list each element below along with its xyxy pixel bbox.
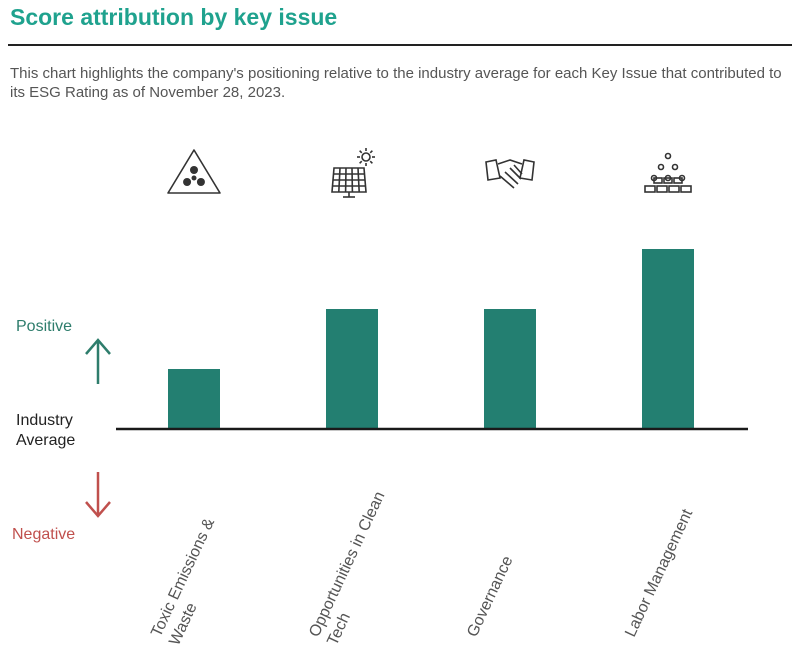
title-divider (8, 44, 792, 46)
bar-group (168, 249, 694, 429)
negative-label: Negative (12, 526, 75, 543)
up-arrow-icon (85, 338, 111, 384)
bar-3 (642, 249, 694, 429)
category-label-0: Toxic Emissions &Waste (148, 515, 218, 648)
baseline-label-line2: Average (16, 432, 75, 449)
category-label-2: Governance (464, 553, 516, 639)
org-hierarchy-icon (644, 152, 692, 193)
bar-1 (326, 309, 378, 429)
positive-label: Positive (16, 318, 72, 335)
category-label-line1: Labor Management (622, 506, 696, 639)
bar-0 (168, 369, 220, 429)
solar-panel-icon (331, 148, 375, 198)
down-arrow-icon (85, 472, 111, 518)
bar-2 (484, 309, 536, 429)
category-label-3: Labor Management (622, 506, 696, 639)
radiation-hazard-icon (167, 149, 221, 194)
chart-title: Score attribution by key issue (10, 4, 338, 30)
category-labels: Toxic Emissions &Waste Opportunities in C… (148, 489, 696, 648)
baseline-label-line1: Industry (16, 412, 73, 429)
category-label-line1: Governance (464, 553, 516, 639)
icon-row (167, 148, 692, 198)
chart-subtitle: This chart highlights the company's posi… (10, 65, 782, 101)
handshake-icon (485, 159, 535, 189)
